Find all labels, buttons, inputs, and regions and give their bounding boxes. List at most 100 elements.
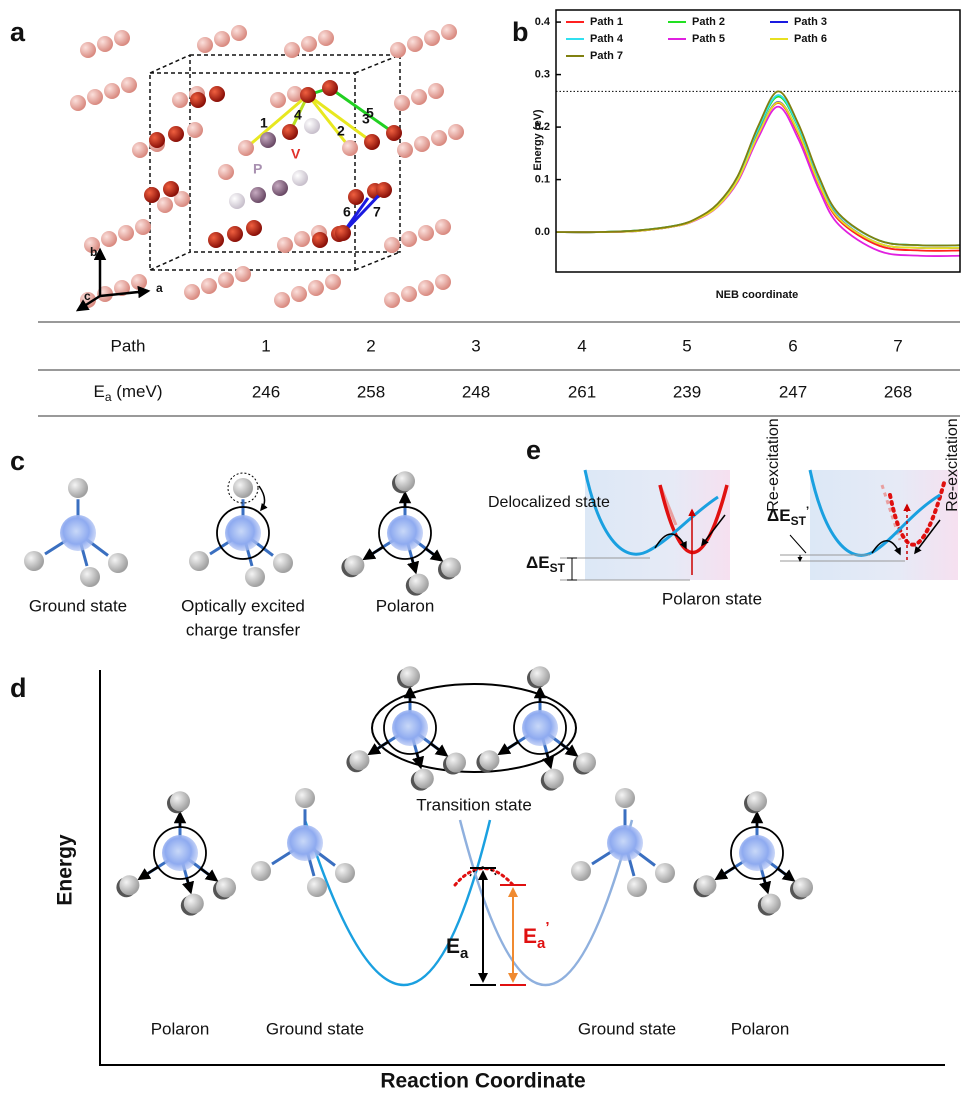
- atom: [335, 225, 351, 241]
- atom: [101, 231, 117, 247]
- atom: [104, 83, 120, 99]
- potential-curve: [458, 819, 634, 986]
- center-atom: [522, 710, 558, 746]
- table-header: 1: [261, 336, 270, 355]
- axes: [99, 670, 945, 1066]
- caption: Ground state: [266, 1019, 364, 1038]
- atom: [132, 142, 148, 158]
- atom: [300, 87, 316, 103]
- molecule: [189, 472, 293, 587]
- ligand-atom: [615, 788, 635, 808]
- plot-frame: [555, 9, 961, 273]
- center-atom: [387, 515, 423, 551]
- panel-letter: d: [10, 673, 27, 703]
- y-tick-label: 0.2: [535, 121, 550, 133]
- y-axis-label: Energy (eV): [532, 109, 544, 170]
- axis-label: a: [156, 281, 163, 295]
- panel-letter: c: [10, 446, 25, 476]
- atom-label: P: [253, 161, 262, 177]
- path-label: 3: [362, 111, 370, 127]
- atom: [318, 30, 334, 46]
- axis-label: b: [90, 245, 97, 259]
- ligand-ghost: [227, 472, 259, 504]
- shade: [585, 470, 730, 580]
- legend-label: Path 2: [692, 16, 725, 28]
- energy-chart: Energy (eV) NEB coordinate 0.0 0.1 0.2 0.3 0…: [532, 9, 961, 301]
- atom: [131, 274, 147, 290]
- atom: [190, 92, 206, 108]
- atom: [114, 30, 130, 46]
- atom: [428, 83, 444, 99]
- molecule: [476, 666, 596, 791]
- center-atom: [162, 835, 198, 871]
- molecule: [24, 478, 128, 587]
- ligand-atom: [395, 471, 415, 492]
- ligand-atom: [349, 750, 370, 771]
- atom: [227, 226, 243, 242]
- atom: [97, 36, 113, 52]
- x-axis-label: NEB coordinate: [716, 289, 799, 301]
- caption: Optically excited: [181, 596, 305, 615]
- center-atom: [392, 710, 428, 746]
- path-label: 5: [366, 105, 374, 121]
- atom: [424, 30, 440, 46]
- subscript: ST: [791, 514, 807, 528]
- atom: [284, 42, 300, 58]
- caption: Ground state: [578, 1019, 676, 1038]
- atom: [274, 292, 290, 308]
- atom: [411, 89, 427, 105]
- label: Polaron state: [662, 589, 762, 608]
- legend-label: Path 4: [590, 33, 624, 45]
- table-cell: 239: [673, 382, 701, 401]
- arrow: [654, 533, 687, 550]
- atom: [394, 95, 410, 111]
- label: Re-excitation: [944, 418, 961, 511]
- atom: [390, 42, 406, 58]
- path-label: 2: [337, 123, 345, 139]
- displacement-arrow: [137, 865, 159, 881]
- prime: ’: [806, 504, 809, 518]
- atom: [291, 286, 307, 302]
- atom: [414, 136, 430, 152]
- atom: [218, 164, 234, 180]
- table-cell: 261: [568, 382, 596, 401]
- subscript: ST: [550, 561, 566, 575]
- table-header: Path: [111, 336, 146, 355]
- ligand-atom: [441, 557, 461, 578]
- symbol: E: [446, 935, 460, 958]
- label: ΔEST: [526, 553, 566, 575]
- molecule: [251, 788, 355, 897]
- subscript: a: [460, 945, 469, 962]
- table-cell: 268: [884, 382, 912, 401]
- atom: [325, 274, 341, 290]
- displacement-arrow: [425, 547, 444, 562]
- y-tick-label: 0.3: [535, 68, 550, 80]
- table-header: 3: [471, 336, 480, 355]
- panel-letter: a: [10, 17, 26, 47]
- table: Path Ea (meV) 1 2 3 4 5 6 7 246 258 248 261 239 247 2…: [38, 321, 960, 417]
- ligand-atom: [576, 752, 596, 773]
- atom: [272, 180, 288, 196]
- molecules: [24, 471, 813, 916]
- caption: Ground state: [29, 596, 127, 615]
- table-cell: 258: [357, 382, 385, 401]
- ligand-atom: [245, 567, 265, 587]
- displacement-arrow: [497, 740, 519, 756]
- atom: [308, 280, 324, 296]
- subscript: a: [537, 935, 546, 952]
- ligand-atom: [344, 555, 365, 576]
- symbol: E: [93, 382, 104, 401]
- displacement-arrow: [430, 742, 449, 757]
- ligand-atom: [189, 551, 209, 571]
- crystal-labels: 1 2 3 4 5 6 7 V P a b c: [84, 105, 381, 303]
- atom: [384, 292, 400, 308]
- prime: ’: [545, 919, 549, 936]
- center-atom: [225, 515, 261, 551]
- atom: [214, 31, 230, 47]
- atom: [114, 280, 130, 296]
- unit: (meV): [112, 382, 163, 401]
- atom: [294, 231, 310, 247]
- atom: [441, 24, 457, 40]
